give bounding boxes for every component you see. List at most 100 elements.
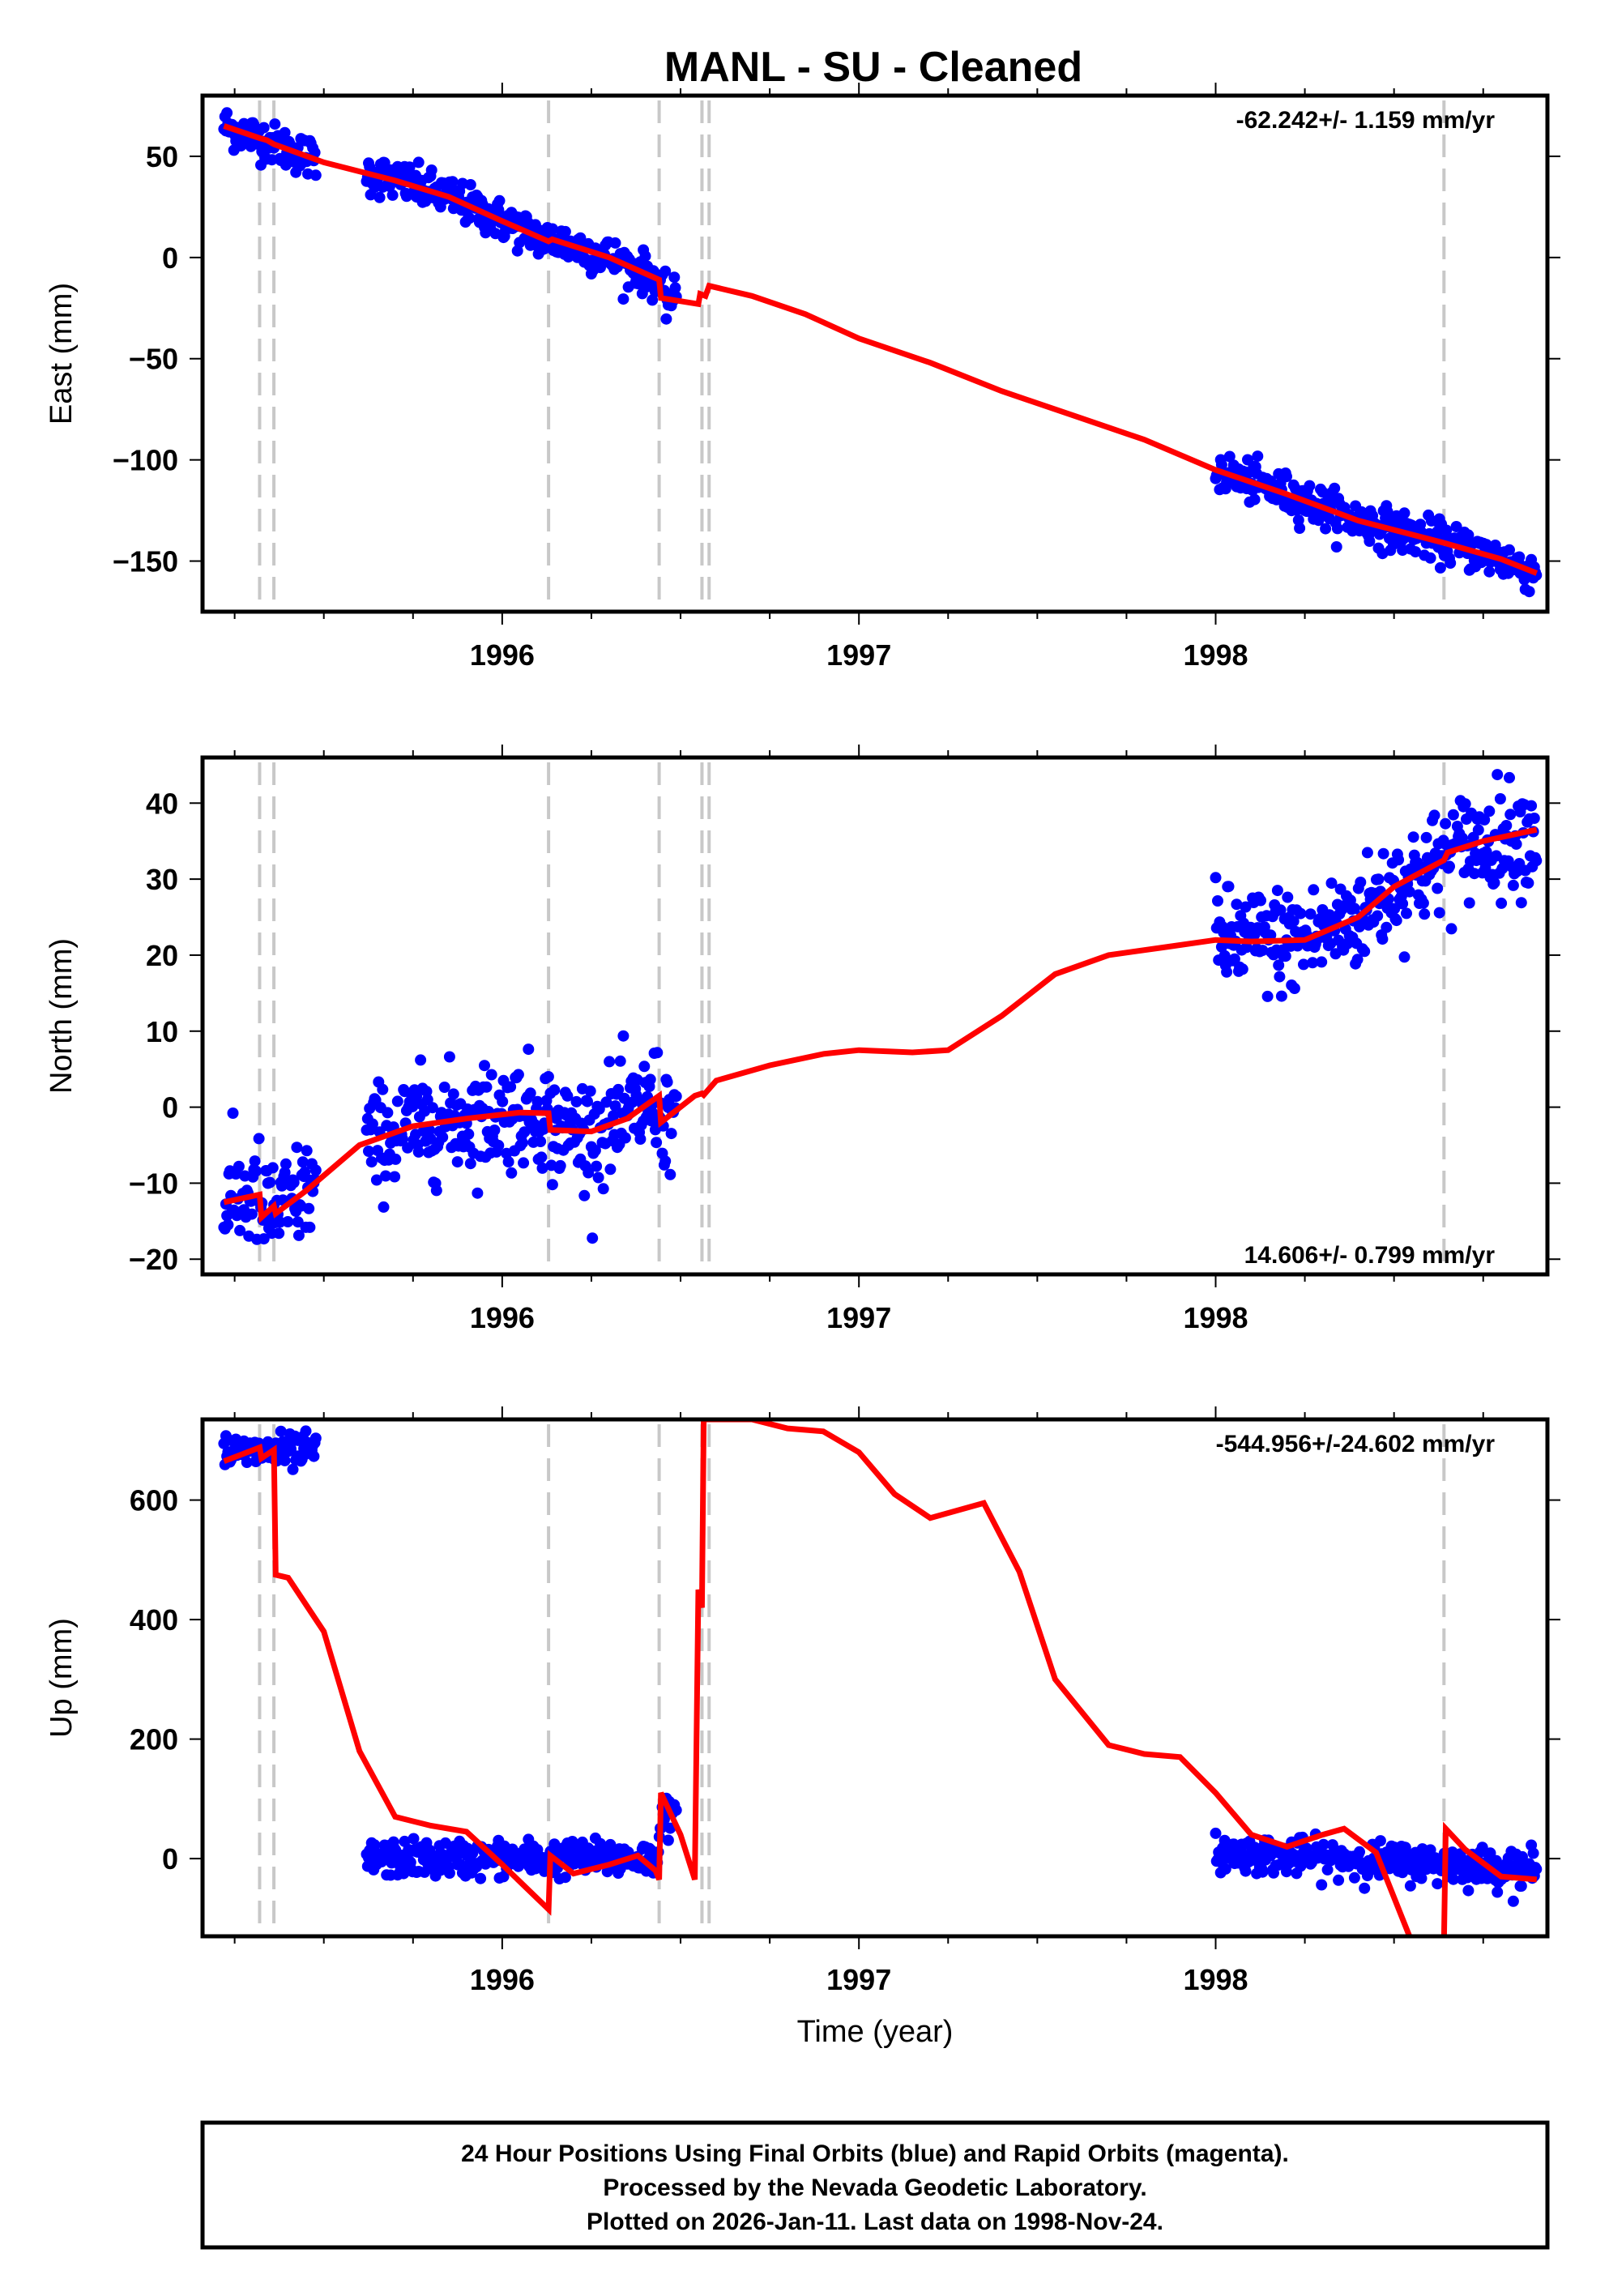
data-point <box>1420 831 1432 843</box>
data-point <box>1390 915 1402 927</box>
data-point <box>1330 541 1342 553</box>
data-point <box>258 122 270 134</box>
model-line <box>223 826 1538 1223</box>
data-point <box>659 265 672 277</box>
data-point <box>670 1090 682 1103</box>
data-point <box>443 1051 455 1063</box>
y-axis-label: North (mm) <box>45 938 79 1094</box>
x-tick-label: 1997 <box>826 638 891 672</box>
data-point <box>1393 854 1405 866</box>
data-point <box>308 1450 320 1462</box>
data-point <box>1417 897 1429 909</box>
data-point <box>1381 921 1393 933</box>
data-point <box>1348 903 1360 915</box>
data-point <box>1215 459 1227 471</box>
data-point <box>389 1171 401 1183</box>
data-point <box>463 1128 475 1140</box>
data-point <box>1265 929 1277 941</box>
data-point <box>651 1137 663 1149</box>
data-point <box>1294 523 1306 534</box>
data-point <box>1462 529 1475 541</box>
data-point <box>1221 966 1233 978</box>
y-tick-label: −100 <box>113 444 178 477</box>
data-point <box>363 1146 374 1157</box>
data-point <box>430 1184 442 1197</box>
data-point <box>619 1132 631 1144</box>
data-point <box>1507 879 1519 891</box>
data-point <box>591 1160 603 1172</box>
data-point <box>1492 769 1504 781</box>
y-tick-label: 50 <box>146 140 178 173</box>
y-tick-label: −150 <box>113 545 178 578</box>
data-point <box>1231 898 1243 911</box>
data-point <box>1317 1838 1329 1850</box>
plot-frame <box>200 1417 1550 1939</box>
data-point <box>1445 923 1457 935</box>
data-point <box>1223 881 1235 893</box>
data-point <box>1248 493 1261 506</box>
x-tick-label: 1998 <box>1183 638 1248 672</box>
data-point <box>438 1082 450 1093</box>
data-point <box>609 237 621 249</box>
data-point <box>665 1128 677 1140</box>
footer-line-1: 24 Hour Positions Using Final Orbits (bl… <box>461 2140 1289 2167</box>
data-point <box>447 1088 459 1100</box>
data-point <box>604 1056 616 1068</box>
y-tick-label: 20 <box>146 939 178 972</box>
data-point <box>1398 951 1411 963</box>
data-point <box>1527 1847 1539 1859</box>
data-point <box>1515 1880 1527 1892</box>
data-point <box>1480 846 1492 858</box>
data-point <box>1407 831 1419 843</box>
data-point <box>1376 933 1389 945</box>
data-point <box>1504 809 1517 821</box>
data-point <box>512 1069 524 1081</box>
data-point <box>1403 886 1415 898</box>
data-point <box>1419 908 1431 920</box>
data-point <box>424 1125 436 1137</box>
data-point <box>582 1095 593 1107</box>
data-point <box>1483 565 1496 578</box>
data-point <box>1492 1886 1504 1898</box>
data-point <box>617 1030 630 1042</box>
data-point <box>304 1221 316 1233</box>
data-point <box>309 169 322 181</box>
data-point <box>1433 907 1445 919</box>
data-point <box>396 1133 408 1145</box>
data-point <box>233 1160 245 1172</box>
data-point <box>597 1183 609 1195</box>
data-point <box>279 1454 291 1466</box>
data-point <box>309 1432 322 1445</box>
data-point <box>664 1168 676 1180</box>
data-point <box>608 1110 620 1122</box>
data-point <box>407 1100 419 1112</box>
data-point <box>1397 898 1409 910</box>
data-point <box>1281 471 1292 483</box>
data-point <box>638 1061 651 1073</box>
data-point <box>634 1133 647 1145</box>
data-point <box>1450 521 1462 532</box>
data-point <box>1298 958 1309 971</box>
data-point <box>1523 586 1535 598</box>
y-tick-label: 40 <box>146 787 178 820</box>
data-point <box>1496 897 1508 909</box>
data-point <box>479 1060 490 1072</box>
data-point <box>408 1833 420 1845</box>
data-point <box>604 1838 617 1850</box>
data-point <box>279 1167 291 1179</box>
data-point <box>1255 894 1266 907</box>
data-point <box>287 1463 299 1475</box>
data-point <box>639 250 651 262</box>
data-point <box>292 1216 304 1228</box>
y-tick-label: 0 <box>162 1842 178 1876</box>
data-point <box>380 1170 391 1182</box>
data-point <box>1359 1882 1371 1894</box>
data-point <box>402 1142 414 1154</box>
data-point <box>1295 907 1307 920</box>
plot-frame <box>200 755 1550 1277</box>
data-point <box>1440 817 1452 830</box>
data-point <box>506 1167 518 1179</box>
data-point <box>1504 771 1515 783</box>
data-point <box>475 1872 487 1884</box>
